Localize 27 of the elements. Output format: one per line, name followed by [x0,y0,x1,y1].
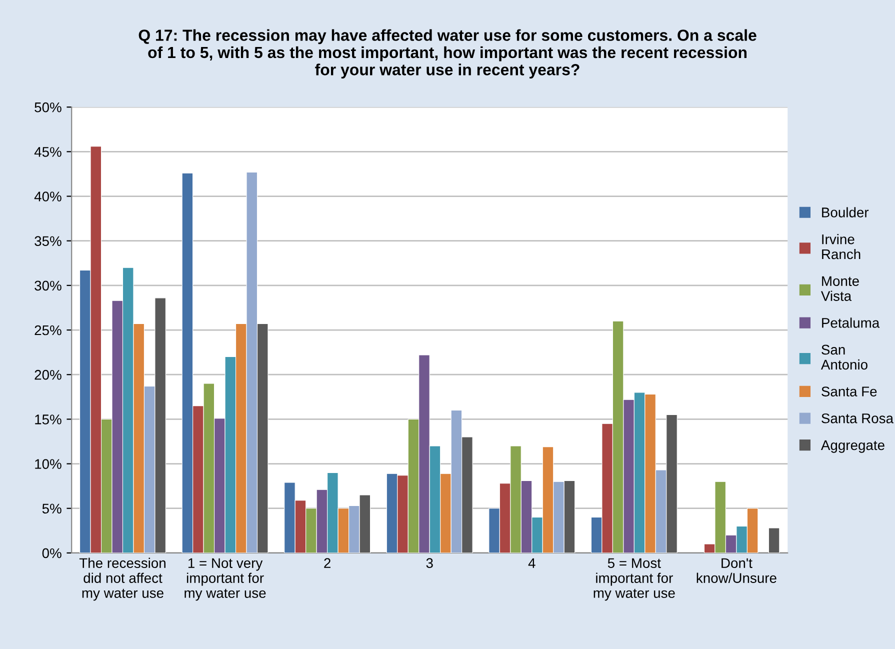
y-tick-label: 5% [42,504,62,514]
y-tick-label: 40% [34,192,62,202]
y-tick-label: 10% [35,459,62,469]
legend-label: Santa Rosa [822,413,894,424]
y-tick-label: 15% [35,414,62,424]
legend-label: Aggregate [820,440,884,453]
chart-title: Q 17: The recession may have affected water use for some customers. On a scale of 1 to 5, with 5 as the most important, how important was the recent recession for your water use in recent years? [138,29,756,78]
legend-label: Irvine Ranch [822,234,860,260]
y-tick-label: 50% [34,102,62,112]
x-tick-label: Don't know/Unsure [696,558,776,583]
legend-label: Santa Fe [822,386,877,396]
y-tick-label: 30% [34,280,62,291]
x-tick-label: 3 [426,558,433,568]
legend-label: Petaluma [822,318,880,328]
legend-label: San Antonio [820,344,868,370]
x-tick-label: The recession did not affect my water use [79,558,166,601]
x-tick-label: 4 [528,558,536,568]
y-tick-label: 20% [34,370,62,380]
y-tick-label: 25% [34,325,62,336]
y-tick-label: 45% [34,147,62,157]
x-tick-label: 1 = Not very important for my water use [184,558,266,601]
legend-label: Boulder [822,207,869,218]
y-tick-label: 35% [34,236,62,246]
y-tick-label: 0% [42,548,62,558]
legend-label: Monte Vista [820,276,859,301]
x-tick-label: 5 = Most important for my water use [594,558,675,601]
x-tick-label: 2 [324,558,330,568]
